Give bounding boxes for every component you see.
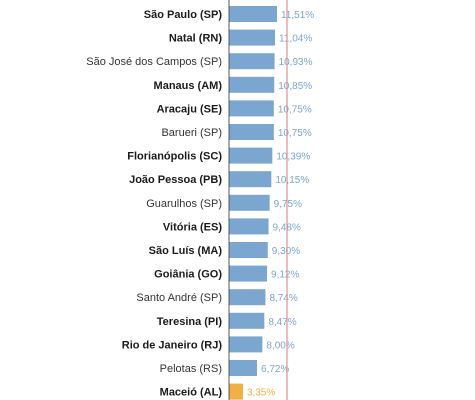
value-label: 8,74% <box>269 293 297 304</box>
bar <box>229 242 268 258</box>
value-label: 9,75% <box>274 199 302 210</box>
category-label: Rio de Janeiro (RJ) <box>122 339 223 351</box>
category-label: Manaus (AM) <box>154 80 223 92</box>
category-label: Guarulhos (SP) <box>146 198 222 210</box>
bar <box>229 124 274 140</box>
value-label: 9,30% <box>272 246 300 257</box>
bar <box>229 76 275 93</box>
bar <box>229 265 268 282</box>
category-label: São José dos Campos (SP) <box>86 56 222 68</box>
category-label: Vitória (ES) <box>163 221 222 233</box>
bar <box>229 6 277 22</box>
value-label: 9,12% <box>271 270 299 281</box>
bar <box>229 194 270 211</box>
category-label: São Paulo (SP) <box>144 9 223 21</box>
value-label: 10,15% <box>275 175 309 186</box>
category-label: Santo André (SP) <box>136 292 222 304</box>
value-label: 11,04% <box>279 34 312 45</box>
bar <box>229 53 275 70</box>
value-label: 11,51% <box>281 10 314 21</box>
category-label: Teresina (PI) <box>157 316 223 328</box>
category-label: Aracaju (SE) <box>157 103 223 115</box>
bar <box>229 218 269 235</box>
value-label: 6,72% <box>261 364 289 375</box>
bar <box>229 312 265 329</box>
value-label: 8,00% <box>266 340 294 351</box>
bar <box>229 289 266 306</box>
category-label: Pelotas (RS) <box>160 363 222 375</box>
bar <box>229 147 273 164</box>
bar <box>229 336 263 353</box>
category-label: Maceió (AL) <box>160 387 223 399</box>
value-label: 3,35% <box>247 388 275 399</box>
bar <box>229 383 243 400</box>
category-label: Natal (RN) <box>169 33 223 45</box>
labels-layer: São Paulo (SP) 11,51% Natal (RN) 11,04% São … <box>86 9 314 399</box>
category-label: João Pessoa (PB) <box>129 174 222 186</box>
value-label: 10,93% <box>279 57 313 68</box>
bars-layer <box>229 6 277 400</box>
category-label: Goiânia (GO) <box>154 269 222 281</box>
value-label: 8,47% <box>268 317 296 328</box>
bar <box>229 360 258 376</box>
bar <box>229 171 272 188</box>
category-label: Barueri (SP) <box>161 127 222 139</box>
bar <box>229 29 276 46</box>
category-label: Florianópolis (SC) <box>127 151 222 163</box>
value-label: 10,39% <box>276 152 310 163</box>
category-label: São Luís (MA) <box>149 245 223 257</box>
bar <box>229 100 274 117</box>
value-label: 10,75% <box>278 104 312 115</box>
value-label: 10,75% <box>278 128 312 139</box>
value-label: 10,85% <box>278 81 312 92</box>
